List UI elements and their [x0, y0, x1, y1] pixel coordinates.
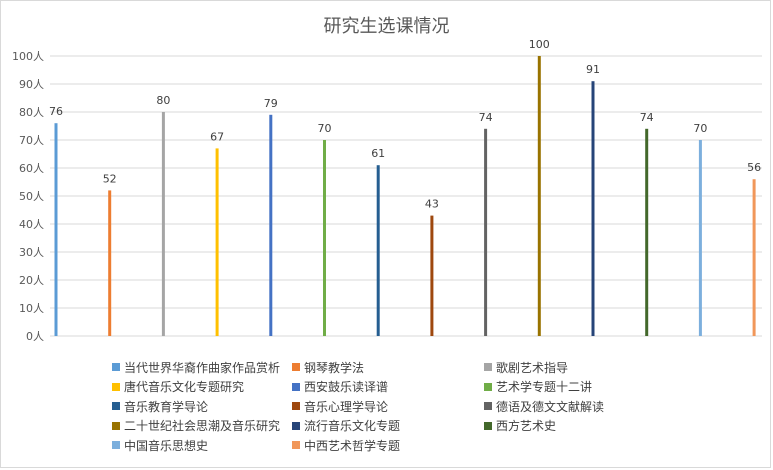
legend-label: 二十世纪社会思潮及音乐研究 — [124, 419, 281, 433]
legend-item: 中国音乐思想史 — [112, 436, 208, 454]
legend-item: 音乐心理学导论 — [292, 397, 388, 415]
data-label: 74 — [479, 111, 493, 124]
bar — [269, 114, 273, 336]
data-label: 74 — [640, 111, 654, 124]
legend-swatch — [112, 441, 120, 449]
legend-swatch — [292, 382, 300, 391]
legend-label: 中国音乐思想史 — [124, 438, 209, 453]
data-label: 61 — [371, 147, 385, 160]
y-tick-label: 0人 — [26, 330, 44, 343]
y-tick-label: 30人 — [19, 246, 44, 259]
bar — [698, 140, 702, 336]
data-label: 79 — [264, 97, 278, 110]
legend-item: 钢琴教学法 — [292, 358, 364, 376]
legend-item: 当代世界华裔作曲家作品赏析 — [112, 358, 280, 376]
data-label: 76 — [49, 105, 63, 118]
y-tick-label: 10人 — [19, 302, 44, 315]
legend-item: 德语及德文文献解读 — [484, 397, 604, 415]
data-label: 80 — [156, 94, 170, 107]
legend-item: 流行音乐文化专题 — [292, 417, 400, 435]
bar — [108, 190, 112, 336]
legend-label: 流行音乐文化专题 — [304, 419, 401, 433]
legend-label: 唐代音乐文化专题研究 — [124, 380, 245, 394]
legend-item: 音乐教育学导论 — [112, 397, 208, 415]
bar — [430, 215, 434, 336]
data-label: 70 — [318, 122, 332, 135]
gridlines — [50, 55, 762, 337]
chart-plot-area: 0人 10人 20人 30人 40人 50人 60人 70人 80人 90人 100人 76 52 80… — [12, 38, 762, 343]
legend-swatch — [112, 402, 120, 410]
bar — [215, 148, 219, 336]
legend-swatch — [112, 363, 120, 371]
legend-swatch — [292, 363, 300, 371]
y-tick-label: 70人 — [19, 134, 44, 147]
legend-item: 歌剧艺术指导 — [484, 358, 568, 376]
y-tick-label: 40人 — [19, 218, 44, 231]
bar — [376, 165, 380, 336]
legend-label: 钢琴教学法 — [304, 360, 365, 375]
legend-item: 唐代音乐文化专题研究 — [112, 378, 244, 396]
legend-item: 西安鼓乐读译谱 — [292, 378, 388, 396]
legend-label: 歌剧艺术指导 — [496, 360, 569, 375]
bar — [591, 81, 595, 336]
legend-label: 艺术学专题十二讲 — [496, 380, 593, 394]
y-tick-label: 100人 — [12, 50, 44, 63]
legend-swatch — [112, 421, 120, 430]
legend-item: 艺术学专题十二讲 — [484, 378, 592, 396]
legend-label: 德语及德文文献解读 — [496, 399, 605, 414]
legend-swatch — [292, 441, 300, 449]
data-label: 70 — [693, 122, 707, 135]
bar — [161, 112, 165, 336]
chart-title: 研究生选课情况 — [323, 16, 450, 37]
legend-label: 西安鼓乐读译谱 — [304, 380, 389, 394]
y-tick-label: 90人 — [19, 78, 44, 91]
data-label: 52 — [103, 172, 117, 185]
legend-swatch — [484, 382, 492, 391]
legend-label: 中西艺术哲学专题 — [304, 438, 401, 453]
legend-label: 当代世界华裔作曲家作品赏析 — [124, 360, 281, 375]
legend-item: 二十世纪社会思潮及音乐研究 — [112, 417, 280, 435]
y-tick-label: 50人 — [19, 190, 44, 203]
legend-label: 音乐心理学导论 — [304, 399, 389, 414]
data-label: 67 — [210, 130, 224, 143]
bar — [645, 128, 649, 336]
bars — [54, 56, 756, 336]
bar — [537, 56, 541, 336]
y-tick-label: 20人 — [19, 274, 44, 287]
bar — [752, 179, 756, 336]
legend-swatch — [292, 421, 300, 430]
legend-swatch — [484, 421, 492, 430]
legend-item: 中西艺术哲学专题 — [292, 436, 400, 454]
data-label: 100 — [529, 38, 550, 51]
legend-label: 西方艺术史 — [496, 419, 557, 433]
legend-swatch — [112, 382, 120, 391]
y-tick-label: 80人 — [19, 106, 44, 119]
data-label: 91 — [586, 63, 600, 76]
legend-label: 音乐教育学导论 — [124, 399, 209, 414]
y-axis-tick-labels: 0人 10人 20人 30人 40人 50人 60人 70人 80人 90人 100人 — [12, 50, 44, 343]
legend-swatch — [292, 402, 300, 410]
data-label: 43 — [425, 198, 439, 211]
bar — [54, 123, 58, 336]
data-label: 56 — [747, 161, 761, 174]
legend-swatch — [484, 402, 492, 410]
data-labels: 76 52 80 67 79 70 61 43 74 100 91 74 70 56 — [49, 38, 761, 211]
bar — [323, 140, 326, 336]
y-tick-label: 60人 — [19, 162, 44, 175]
legend-item: 西方艺术史 — [484, 417, 556, 435]
legend-swatch — [484, 363, 492, 371]
bar — [484, 128, 488, 336]
